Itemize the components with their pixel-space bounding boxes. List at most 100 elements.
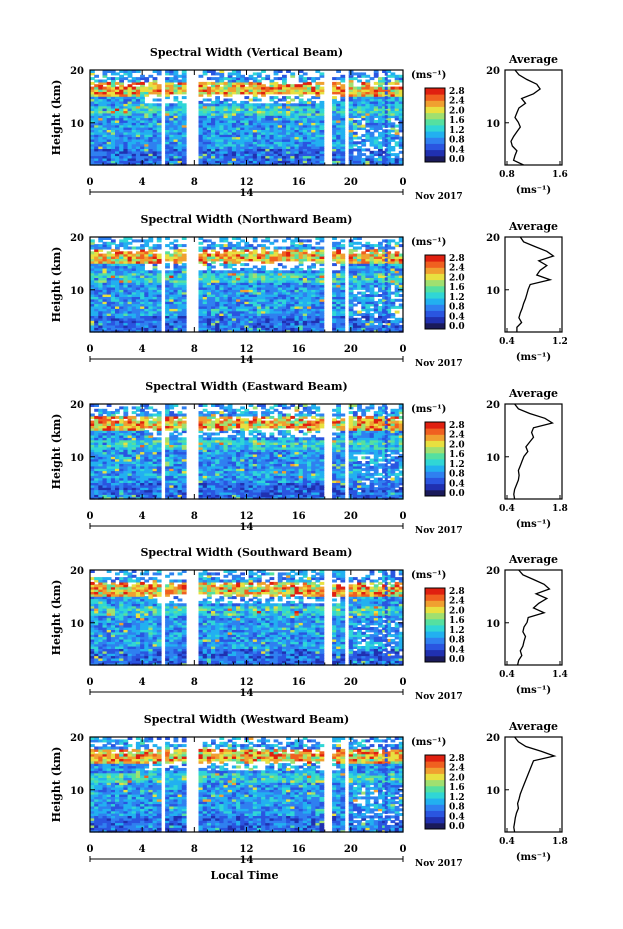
heatmap-cell	[398, 77, 404, 81]
heatmap-cell	[256, 146, 262, 149]
heatmap-cell	[135, 256, 141, 259]
heatmap-cell	[236, 277, 241, 281]
heatmap-cell	[106, 267, 112, 271]
heatmap-cell	[219, 79, 225, 83]
heatmap-cell	[269, 298, 275, 302]
heatmap-cell	[352, 317, 358, 321]
heatmap-cell	[294, 119, 300, 123]
heatmap-cell	[94, 110, 99, 114]
heatmap-cell	[177, 138, 183, 142]
heatmap-cell	[348, 119, 354, 123]
heatmap-cell	[131, 143, 137, 147]
heatmap-cell	[319, 112, 325, 116]
heatmap-cell	[286, 129, 291, 133]
heatmap-cell	[223, 77, 229, 81]
heatmap-cell	[277, 162, 283, 166]
heatmap-cell	[211, 327, 216, 331]
heatmap-cell	[390, 313, 396, 316]
heatmap-cell	[319, 127, 325, 130]
heatmap-cell	[236, 153, 241, 157]
heatmap-cell	[98, 275, 104, 278]
heatmap-cell	[215, 86, 220, 90]
heatmap-cell	[236, 279, 241, 283]
heatmap-cell	[115, 260, 120, 264]
heatmap-cell	[90, 289, 95, 293]
heatmap-cell	[115, 329, 120, 333]
heatmap-cell	[398, 127, 404, 130]
heatmap-cell	[148, 260, 154, 264]
heatmap-cell	[102, 272, 108, 276]
heatmap-cell	[202, 84, 208, 88]
heatmap-cell	[384, 157, 388, 162]
heatmap-cell	[102, 244, 108, 248]
heatmap-cell	[332, 77, 337, 81]
heatmap-cell	[202, 124, 208, 128]
heatmap-cell	[140, 279, 145, 283]
heatmap-cell	[236, 74, 241, 78]
heatmap-cell	[169, 127, 175, 130]
heatmap-cell	[127, 160, 133, 164]
heatmap-cell	[206, 155, 212, 159]
heatmap-cell	[169, 317, 175, 321]
heatmap-cell	[269, 296, 275, 300]
heatmap-cell	[135, 289, 141, 293]
heatmap-cell	[256, 256, 262, 259]
heatmap-cell	[227, 296, 233, 300]
heatmap-cell	[90, 256, 95, 259]
heatmap-cell	[315, 241, 321, 245]
heatmap-cell	[386, 119, 392, 123]
heatmap-cell	[135, 112, 141, 116]
heatmap-cell	[265, 270, 271, 274]
heatmap-cell	[115, 105, 120, 109]
heatmap-cell	[352, 160, 358, 164]
heatmap-cell	[90, 322, 95, 326]
heatmap-cell	[102, 237, 108, 240]
heatmap-cell	[311, 157, 316, 161]
heatmap-cell	[336, 143, 341, 147]
heatmap-cell	[173, 286, 179, 290]
heatmap-cell	[198, 253, 204, 257]
heatmap-cell	[211, 265, 216, 269]
heatmap-cell	[115, 301, 120, 305]
heatmap-cell	[169, 136, 175, 140]
heatmap-cell	[382, 108, 387, 111]
heatmap-cell	[165, 91, 170, 95]
heatmap-cell	[198, 308, 204, 312]
heatmap-cell	[181, 141, 187, 145]
heatmap-cell	[369, 244, 375, 248]
heatmap-cell	[244, 124, 250, 128]
heatmap-cell	[340, 100, 346, 104]
heatmap-cell	[106, 141, 112, 145]
heatmap-cell	[148, 105, 154, 109]
heatmap-cell	[219, 70, 225, 73]
heatmap-cell	[181, 103, 187, 107]
heatmap-cell	[119, 329, 124, 333]
heatmap-cell	[173, 96, 179, 100]
heatmap-cell	[219, 122, 225, 126]
heatmap-cell	[206, 98, 212, 102]
heatmap-cell	[307, 150, 312, 154]
heatmap-cell	[94, 270, 99, 274]
heatmap-cell	[181, 248, 187, 252]
heatmap-cell	[106, 296, 112, 300]
heatmap-cell	[123, 131, 129, 135]
heatmap-cell	[265, 124, 271, 128]
heatmap-cell	[110, 129, 116, 133]
colorbar-tick-label: 0.8	[449, 303, 465, 313]
heatmap-cell	[169, 70, 175, 73]
heatmap-cell	[211, 260, 216, 264]
heatmap-cell	[140, 282, 145, 286]
heatmap-cell	[256, 298, 262, 302]
heatmap-cell	[181, 296, 187, 300]
heatmap-cell	[236, 275, 241, 278]
heatmap-cell	[140, 286, 145, 290]
heatmap-cell	[240, 146, 245, 149]
heatmap-cell	[231, 91, 237, 95]
heatmap-cell	[315, 124, 321, 128]
heatmap-cell	[315, 70, 321, 73]
heatmap-cell	[156, 127, 162, 130]
heatmap-cell	[369, 157, 375, 161]
heatmap-cell	[394, 112, 400, 116]
heatmap-cell	[102, 122, 108, 126]
heatmap-cell	[169, 134, 175, 138]
